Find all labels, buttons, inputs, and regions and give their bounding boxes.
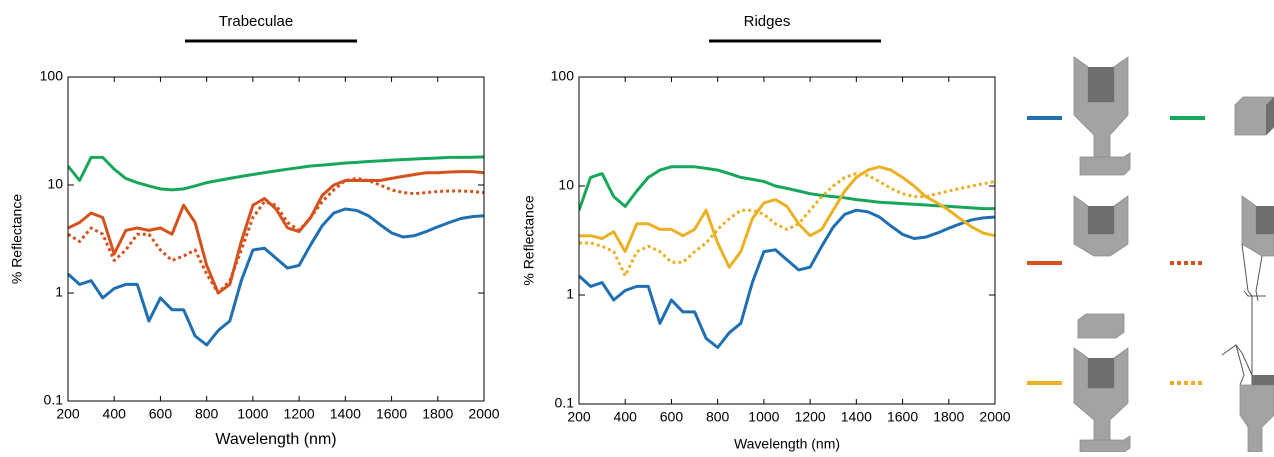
y-axis-label: % Reflectance [9, 194, 25, 284]
series-line [579, 165, 995, 269]
x-tick-label: 1200 [795, 409, 826, 425]
y-tick-label: 100 [40, 68, 64, 84]
x-axis-label: Wavelength (nm) [215, 431, 336, 448]
icon-cup [1073, 195, 1129, 339]
series-line [68, 155, 484, 192]
series-line [579, 165, 995, 211]
series-line [579, 208, 995, 349]
y-axis-label: % Reflectance [521, 195, 537, 285]
x-tick-label: 400 [103, 406, 127, 422]
x-tick-label: 2000 [468, 406, 499, 422]
icon-y-wire [1221, 344, 1274, 453]
y-tick-label: 10 [558, 177, 574, 193]
x-tick-label: 800 [706, 409, 730, 425]
x-tick-label: 200 [56, 406, 80, 422]
x-tick-label: 1800 [422, 406, 453, 422]
icon-y [1073, 56, 1131, 176]
x-tick-label: 1600 [376, 406, 407, 422]
chart-title: Trabeculae [219, 13, 294, 30]
y-tick-label: 0.1 [44, 392, 64, 408]
icon-cup-wire [1241, 195, 1274, 444]
y-tick-label: 100 [551, 68, 575, 84]
legend-icons [1073, 56, 1274, 453]
y-tick-label: 10 [47, 176, 63, 192]
x-tick-label: 600 [149, 406, 173, 422]
x-tick-label: 200 [567, 409, 591, 425]
series-line [68, 170, 484, 295]
x-tick-label: 400 [614, 409, 638, 425]
x-tick-label: 1200 [284, 406, 315, 422]
plot-frame [67, 76, 485, 402]
icon-y [1073, 347, 1131, 453]
x-tick-label: 2000 [979, 409, 1010, 425]
x-tick-label: 1000 [237, 406, 268, 422]
x-tick-label: 1600 [887, 409, 918, 425]
series-line [68, 207, 484, 347]
x-tick-label: 600 [660, 409, 684, 425]
y-tick-label: 1 [55, 284, 63, 300]
y-tick-label: 1 [566, 286, 574, 302]
icon-block [1234, 96, 1274, 136]
x-axis-label: Wavelength (nm) [734, 436, 840, 452]
x-tick-label: 1400 [841, 409, 872, 425]
x-tick-label: 1800 [933, 409, 964, 425]
y-tick-label: 0.1 [555, 395, 575, 411]
x-tick-label: 1000 [748, 409, 779, 425]
x-tick-label: 800 [195, 406, 219, 422]
series-line [68, 176, 484, 295]
series-line [579, 172, 995, 278]
x-tick-label: 1400 [330, 406, 361, 422]
plot-frame [578, 76, 996, 405]
chart-title: Ridges [744, 13, 791, 30]
